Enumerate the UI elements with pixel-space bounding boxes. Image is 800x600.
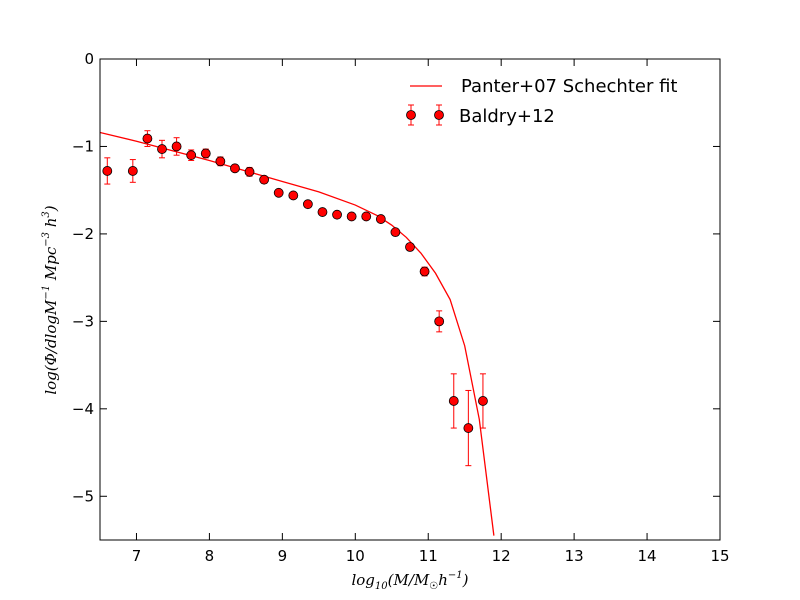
- data-marker: [244, 166, 255, 177]
- data-marker: [157, 144, 167, 154]
- data-marker: [288, 190, 299, 201]
- data-point-16: [346, 211, 357, 222]
- data-marker: [346, 211, 357, 222]
- data-point-4: [171, 137, 182, 156]
- legend-label-data: Baldry+12: [459, 106, 555, 127]
- data-marker: [102, 166, 113, 176]
- data-point-14: [317, 207, 328, 217]
- data-point-22: [434, 310, 445, 333]
- data-marker: [171, 141, 182, 152]
- data-point-2: [142, 130, 153, 147]
- data-marker: [142, 133, 153, 144]
- data-point-11: [273, 187, 284, 198]
- legend-label-fit: Panter+07 Schechter fit: [461, 76, 677, 97]
- data-marker: [215, 156, 226, 167]
- plot-frame: [99, 58, 721, 541]
- x-axis-label: log10(M/M☉h−1): [351, 570, 468, 592]
- x-tick-label: 7: [132, 547, 142, 565]
- legend: Panter+07 Schechter fit Baldry+12: [406, 76, 677, 127]
- data-marker: [390, 227, 401, 238]
- data-point-13: [302, 199, 313, 210]
- data-point-5: [186, 149, 197, 161]
- y-tick-label: −4: [72, 400, 94, 418]
- data-marker: [317, 207, 328, 217]
- data-point-3: [157, 139, 167, 159]
- data-marker: [463, 423, 474, 433]
- data-point-15: [332, 209, 342, 220]
- data-marker: [186, 150, 197, 161]
- data-point-7: [215, 156, 226, 167]
- y-tick-label: −5: [72, 487, 94, 505]
- legend-marker-swatch: [406, 104, 444, 126]
- data-point-8: [230, 163, 240, 174]
- x-tick-label: 9: [278, 547, 288, 565]
- data-point-20: [405, 242, 415, 252]
- x-tick-label: 13: [565, 547, 584, 565]
- data-point-17: [361, 211, 372, 222]
- data-point-12: [288, 190, 299, 201]
- data-marker: [230, 163, 240, 174]
- data-marker: [434, 316, 445, 327]
- x-tick-label: 15: [710, 547, 729, 565]
- data-point-24: [463, 389, 474, 467]
- data-marker: [273, 187, 284, 198]
- data-marker: [419, 266, 430, 277]
- data-point-9: [244, 166, 255, 177]
- data-point-6: [200, 148, 211, 159]
- x-tick-label: 11: [419, 547, 438, 565]
- fit-line: [100, 131, 495, 536]
- data-marker: [361, 211, 372, 222]
- x-tick-label: 8: [205, 547, 215, 565]
- data-marker: [405, 242, 415, 252]
- data-marker: [302, 199, 313, 210]
- data-marker: [127, 166, 138, 176]
- x-tick-label: 14: [638, 547, 657, 565]
- y-tick-label: −3: [72, 312, 94, 330]
- y-axis-label: log(Φ/dlogM−1 Mpc−3 h3): [41, 205, 60, 394]
- data-point-25: [478, 373, 488, 429]
- data-point-21: [419, 266, 430, 277]
- data-marker: [332, 209, 342, 220]
- ticks-layer: 7 8 9 10 11 12 13 14 15 0 −1 −2 −3 −4 −5: [72, 50, 730, 565]
- y-tick-label: −1: [72, 137, 94, 155]
- data-marker: [448, 396, 459, 406]
- data-point-18: [375, 214, 386, 224]
- data-point-1: [127, 159, 138, 183]
- data-marker: [259, 174, 270, 185]
- data-point-10: [259, 174, 270, 185]
- data-point-23: [448, 373, 459, 429]
- data-marker: [375, 214, 386, 224]
- data-marker: [200, 148, 211, 159]
- x-tick-label: 10: [346, 547, 365, 565]
- data-point-0: [102, 157, 113, 185]
- x-tick-label: 12: [492, 547, 511, 565]
- data-point-19: [390, 227, 401, 238]
- y-tick-label: 0: [84, 50, 94, 68]
- plot-layer: [100, 130, 495, 536]
- data-marker: [478, 396, 488, 406]
- y-tick-label: −2: [72, 225, 94, 243]
